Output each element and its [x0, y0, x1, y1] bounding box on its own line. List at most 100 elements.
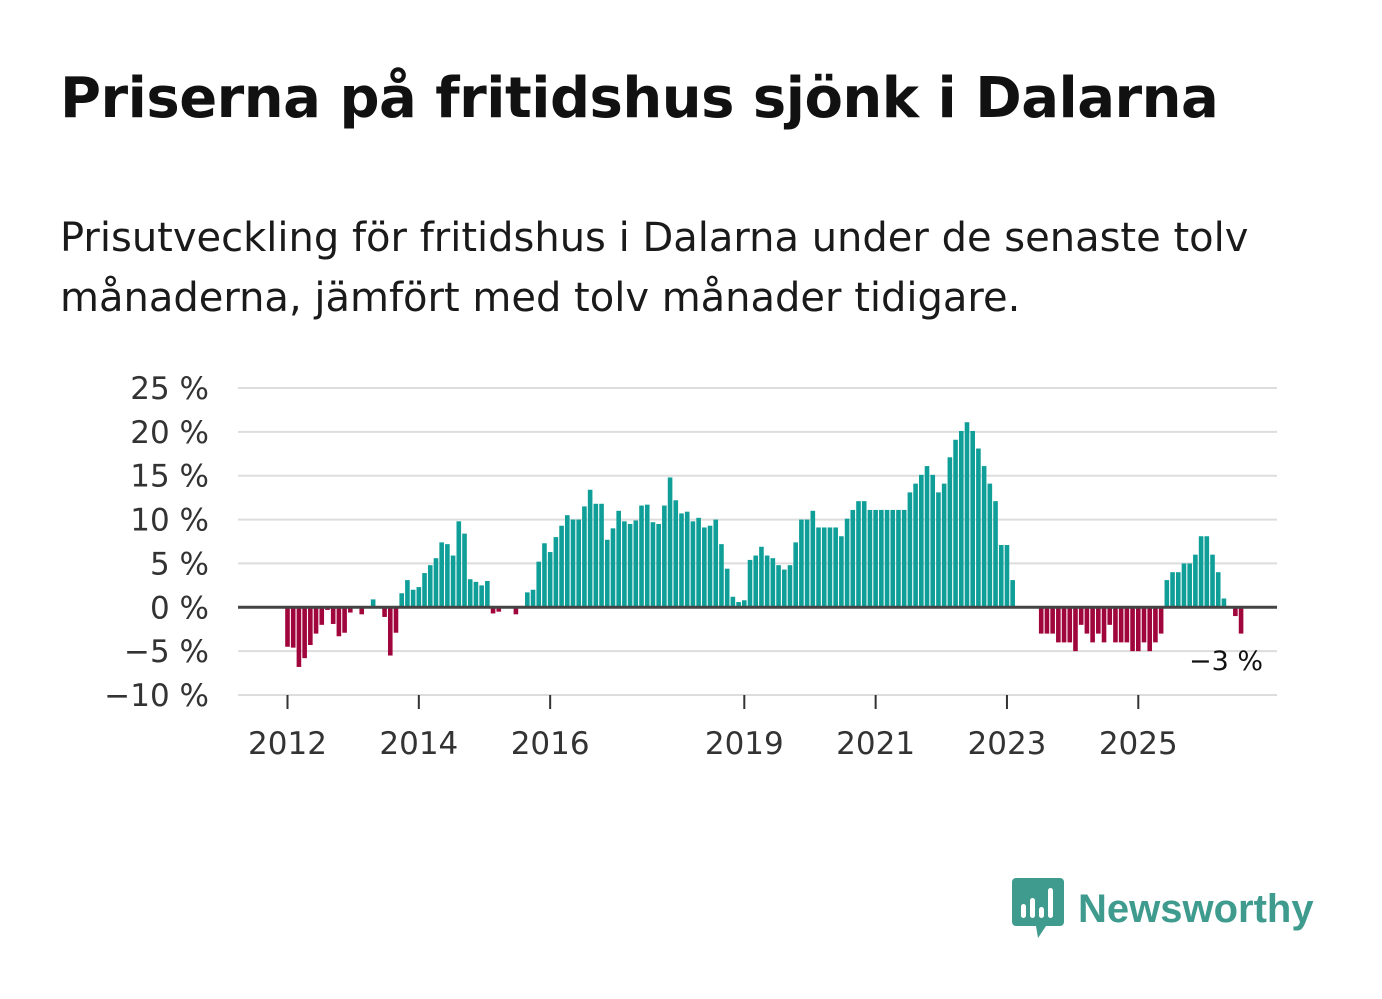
bar [804, 519, 810, 608]
bar [445, 544, 450, 608]
bar [610, 528, 616, 608]
x-tick-label: 2025 [1099, 726, 1178, 762]
bar [662, 505, 667, 608]
bar [953, 439, 958, 608]
bar [1147, 607, 1153, 652]
bar [781, 569, 787, 608]
bar [525, 592, 530, 608]
bar [313, 607, 319, 634]
bar [639, 505, 644, 608]
bar [816, 527, 821, 608]
bar [667, 477, 673, 608]
bar [387, 607, 393, 656]
bar [336, 607, 342, 637]
bar [941, 483, 947, 608]
bar [896, 509, 901, 608]
bar [433, 558, 439, 608]
bar [616, 510, 621, 608]
bar [593, 503, 599, 608]
bar [696, 517, 701, 608]
bar [439, 542, 444, 608]
bar [330, 607, 336, 624]
y-tick-label: 20 % [130, 415, 209, 451]
bar [707, 525, 713, 608]
y-tick-label: 0 % [150, 590, 209, 626]
bar [359, 607, 365, 615]
y-tick-label: 10 % [130, 503, 209, 539]
bar [553, 537, 559, 608]
bar [370, 599, 376, 608]
bar [467, 579, 473, 608]
bar [1084, 607, 1090, 634]
bar [490, 607, 496, 614]
bar [587, 489, 593, 608]
bar [1158, 607, 1164, 634]
bar [473, 581, 479, 608]
bar [684, 511, 690, 608]
bar [570, 519, 576, 608]
bar-series [285, 422, 1244, 667]
bar [513, 607, 519, 615]
bar [827, 527, 833, 608]
bar [1061, 607, 1067, 643]
bar [759, 546, 764, 608]
bar [1090, 607, 1095, 643]
bar [713, 519, 719, 608]
bar [1233, 607, 1238, 617]
bar [622, 521, 627, 608]
bar [1164, 580, 1170, 608]
bar [644, 504, 650, 608]
bar [302, 607, 307, 659]
bar [673, 500, 679, 608]
bar [1124, 607, 1130, 643]
x-tick-label: 2021 [836, 726, 915, 762]
bar [1204, 536, 1210, 608]
bar [559, 525, 564, 608]
y-tick-label: 15 % [130, 459, 209, 495]
bar [1107, 607, 1113, 625]
bar [730, 596, 736, 608]
bar [833, 527, 838, 608]
bar [930, 474, 936, 608]
bar [604, 539, 610, 608]
bar [970, 430, 975, 608]
bar [839, 536, 844, 608]
bar [342, 607, 347, 633]
bar [1193, 554, 1198, 608]
bar [1210, 554, 1215, 608]
bar [987, 483, 993, 608]
bar [879, 509, 884, 608]
bar [1238, 607, 1244, 634]
bar [1050, 607, 1055, 634]
bar [547, 552, 553, 608]
bar [742, 600, 747, 608]
grid-lines [238, 387, 1277, 696]
bar [450, 555, 456, 608]
bar [290, 607, 296, 648]
bar [861, 501, 867, 608]
bar [1198, 536, 1204, 608]
bar [936, 492, 941, 608]
y-axis-ticks: 25 % 20 % 15 % 10 % 5 % 0 % −5 % −10 % [104, 371, 209, 714]
bar [576, 519, 582, 608]
bar [416, 587, 422, 608]
bar [724, 568, 730, 608]
newsworthy-logo-icon [1012, 878, 1064, 938]
bar [1118, 607, 1124, 643]
bar [770, 558, 776, 608]
bar [958, 430, 964, 608]
bar [1141, 607, 1147, 643]
brand-name: Newsworthy [1078, 886, 1314, 931]
y-tick-label: −10 % [104, 678, 209, 714]
bar [850, 509, 856, 608]
bar [462, 533, 467, 608]
bar [890, 509, 896, 608]
x-tick-label: 2012 [248, 726, 327, 762]
bar [1215, 572, 1221, 608]
bar [1073, 607, 1078, 652]
annotations: −3 % [1189, 646, 1263, 677]
bar [485, 580, 490, 608]
last-value-label: −3 % [1189, 646, 1263, 677]
chart-subtitle: Prisutveckling för fritidshus i Dalarna … [60, 215, 1249, 321]
